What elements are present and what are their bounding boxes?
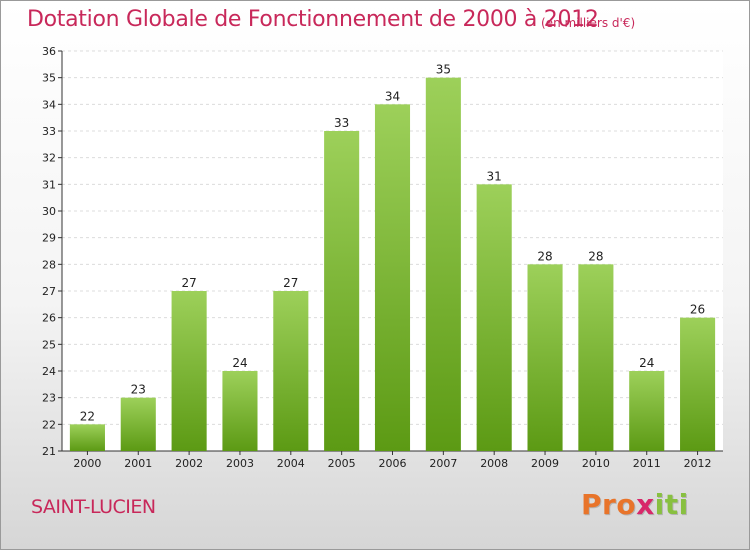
x-tick-label: 2003: [226, 457, 254, 470]
commune-name: SAINT-LUCIEN: [31, 496, 156, 518]
x-tick-label: 2000: [73, 457, 101, 470]
bar: [578, 264, 614, 451]
bar-value-label: 24: [232, 356, 247, 370]
x-tick-label: 2012: [684, 457, 712, 470]
bar: [527, 264, 563, 451]
y-tick-label: 27: [42, 285, 56, 298]
y-tick-label: 34: [42, 98, 56, 111]
bars: [69, 77, 716, 452]
y-tick-label: 31: [42, 178, 56, 191]
bar-value-label: 22: [80, 409, 95, 423]
x-tick-label: 2001: [124, 457, 152, 470]
bar: [476, 184, 512, 452]
logo-part-iti: iti: [654, 488, 689, 521]
bar: [171, 291, 207, 451]
x-tick-label: 2011: [633, 457, 661, 470]
bar: [324, 131, 360, 451]
bar: [680, 317, 716, 451]
bar-value-label: 27: [181, 276, 196, 290]
x-tick-label: 2007: [429, 457, 457, 470]
y-tick-label: 36: [42, 45, 56, 58]
y-tick-label: 25: [42, 338, 56, 351]
bar: [425, 77, 461, 452]
bar-value-label: 24: [639, 356, 654, 370]
x-tick-label: 2006: [379, 457, 407, 470]
bar-value-label: 27: [283, 276, 298, 290]
x-tick-label: 2002: [175, 457, 203, 470]
y-tick-label: 21: [42, 445, 56, 458]
bar-value-label: 23: [131, 383, 146, 397]
bar-value-label: 28: [588, 249, 603, 263]
y-tick-label: 23: [42, 392, 56, 405]
bar: [273, 291, 309, 451]
bar-value-label: 26: [690, 303, 705, 317]
logo-part-x: x: [636, 488, 655, 521]
bar-value-label: 35: [436, 63, 451, 77]
y-tick-label: 26: [42, 312, 56, 325]
logo-part-pro: Pro: [581, 488, 637, 521]
bar: [374, 104, 411, 451]
chart-subtitle: (en milliers d'€): [541, 16, 636, 30]
y-tick-label: 24: [42, 365, 56, 378]
chart-title: Dotation Globale de Fonctionnement de 20…: [27, 7, 599, 32]
bar: [222, 371, 258, 451]
bar: [69, 424, 105, 451]
axes: 21 22 23 24 25 26 27 28 29 30 31 32 33 34 35 36 2000 2001…: [42, 45, 723, 470]
labels: 22 23 27 24 27 33 34 35 31 28 28 24 26: [80, 63, 705, 424]
y-tick-label: 35: [42, 72, 56, 85]
x-tick-label: 2009: [531, 457, 559, 470]
bar: [120, 397, 156, 451]
x-tick-label: 2005: [328, 457, 356, 470]
bar-value-label: 33: [334, 116, 349, 130]
y-tick-label: 32: [42, 152, 56, 165]
bar-value-label: 28: [537, 249, 552, 263]
y-tick-label: 30: [42, 205, 56, 218]
y-tick-label: 33: [42, 125, 56, 138]
y-tick-label: 22: [42, 418, 56, 431]
bar-value-label: 31: [487, 169, 502, 183]
y-tick-label: 29: [42, 232, 56, 245]
x-tick-label: 2004: [277, 457, 305, 470]
x-tick-label: 2008: [480, 457, 508, 470]
proxiti-logo: Proxiti: [581, 488, 689, 521]
bar-value-label: 34: [385, 89, 400, 103]
bar: [629, 371, 665, 451]
y-tick-label: 28: [42, 258, 56, 271]
x-tick-label: 2010: [582, 457, 610, 470]
